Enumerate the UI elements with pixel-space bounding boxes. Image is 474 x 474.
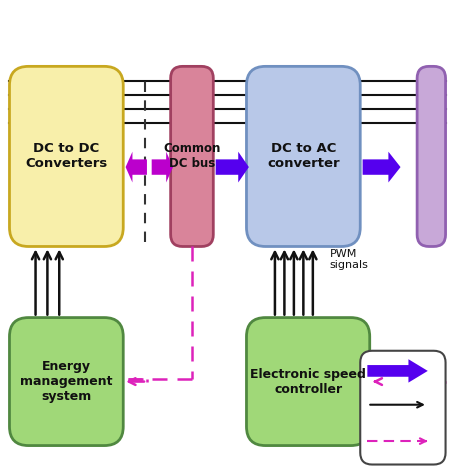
FancyBboxPatch shape <box>246 66 360 246</box>
Text: PWM
signals: PWM signals <box>329 249 368 271</box>
FancyBboxPatch shape <box>9 66 123 246</box>
FancyBboxPatch shape <box>360 351 446 465</box>
FancyBboxPatch shape <box>9 318 123 446</box>
Polygon shape <box>367 359 428 383</box>
Polygon shape <box>126 152 147 182</box>
Polygon shape <box>216 152 249 182</box>
FancyBboxPatch shape <box>417 66 446 246</box>
Polygon shape <box>363 152 401 182</box>
FancyBboxPatch shape <box>171 66 213 246</box>
FancyBboxPatch shape <box>246 318 370 446</box>
Text: Energy
management
system: Energy management system <box>20 360 113 403</box>
Polygon shape <box>152 152 173 182</box>
Text: Electronic speed
controller: Electronic speed controller <box>250 367 366 396</box>
Text: DC to DC
Converters: DC to DC Converters <box>25 142 108 171</box>
Text: DC to AC
converter: DC to AC converter <box>267 142 340 171</box>
Text: Common
DC bus: Common DC bus <box>163 142 221 171</box>
